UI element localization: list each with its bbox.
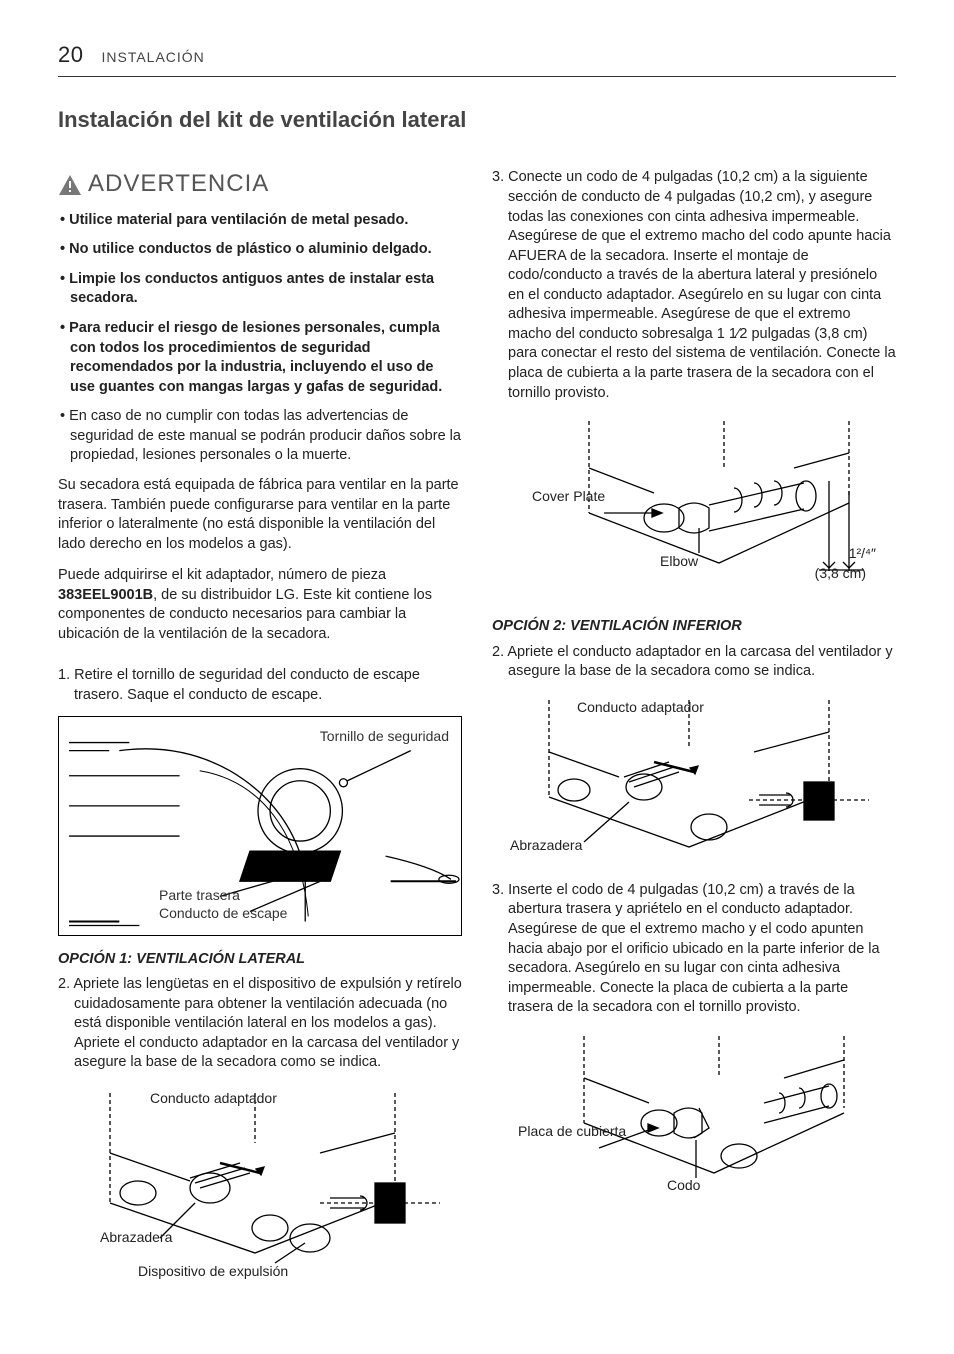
diagram-adapter-bottom: Conducto adaptador Abrazadera	[492, 692, 896, 867]
option2-step2: 2. Apriete el conducto adaptador en la c…	[492, 643, 896, 682]
kit-paragraph: Puede adquirirse el kit adaptador, númer…	[58, 566, 462, 644]
warning-bullet: • Limpie los conductos antiguos antes de…	[58, 270, 462, 309]
page-number: 20	[58, 40, 83, 70]
page-title: Instalación del kit de ventilación later…	[58, 105, 896, 135]
section-label: INSTALACIÓN	[101, 48, 204, 67]
kit-part-number: 383EEL9001B	[58, 587, 153, 603]
warning-bullet: • Para reducir el riesgo de lesiones per…	[58, 319, 462, 397]
diagram-label-elbow: Codo	[667, 1176, 700, 1195]
kit-prefix: Puede adquirirse el kit adaptador, númer…	[58, 567, 386, 583]
option2-step3: 3. Inserte el codo de 4 pulgadas (10,2 c…	[492, 881, 896, 1018]
diagram-label-exhaust: Conducto de escape	[159, 904, 287, 923]
diagram-label-cover-plate: Cover Plate	[532, 488, 605, 505]
diagram-label-clamp: Abrazadera	[100, 1228, 172, 1247]
warning-bullet-plain: • En caso de no cumplir con todas las ad…	[58, 407, 462, 466]
diagram-elbow-side: Cover Plate Elbow 1²/⁴″ (3,8 cm)	[492, 413, 896, 603]
option1-heading: OPCIÓN 1: VENTILACIÓN LATERAL	[58, 950, 462, 970]
warning-bullet: • Utilice material para ventilación de m…	[58, 211, 462, 231]
warning-heading-text: ADVERTENCIA	[88, 168, 269, 200]
diagram-label-adapter: Conducto adaptador	[577, 698, 704, 717]
warning-heading: ADVERTENCIA	[58, 168, 462, 200]
two-column-layout: ADVERTENCIA • Utilice material para vent…	[58, 168, 896, 1297]
diagram-label-rear: Parte trasera	[159, 886, 240, 905]
diagram-label-measure-cm: (3,8 cm)	[815, 564, 866, 583]
page-header: 20 INSTALACIÓN	[58, 40, 896, 77]
diagram-label-knockout: Dispositivo de expulsión	[138, 1262, 288, 1281]
right-column: 3. Conecte un codo de 4 pulgadas (10,2 c…	[492, 168, 896, 1297]
diagram-svg	[59, 717, 461, 935]
left-column: ADVERTENCIA • Utilice material para vent…	[58, 168, 462, 1297]
diagram-svg	[58, 1083, 462, 1283]
diagram-label-clamp: Abrazadera	[510, 836, 582, 855]
diagram-label-adapter: Conducto adaptador	[150, 1089, 277, 1108]
warning-bullet: • No utilice conductos de plástico o alu…	[58, 240, 462, 260]
diagram-label-measure: 1²/⁴″	[849, 544, 876, 563]
warning-triangle-icon	[58, 174, 82, 196]
step-3: 3. Conecte un codo de 4 pulgadas (10,2 c…	[492, 168, 896, 403]
diagram-rear-exhaust: Tornillo de seguridad Parte trasera Cond…	[58, 716, 462, 936]
intro-paragraph: Su secadora está equipada de fábrica par…	[58, 476, 462, 554]
diagram-adapter-side: Conducto adaptador Abrazadera Dispositiv…	[58, 1083, 462, 1283]
diagram-label-cover-plate: Placa de cubierta	[518, 1123, 626, 1140]
step-1: 1. Retire el tornillo de seguridad del c…	[58, 666, 462, 705]
option1-step2: 2. Apriete las lengüetas en el dispositi…	[58, 975, 462, 1073]
diagram-label-screw: Tornillo de seguridad	[320, 727, 449, 746]
diagram-bottom-elbow: Placa de cubierta Codo	[492, 1028, 896, 1203]
diagram-label-elbow: Elbow	[660, 552, 698, 571]
option2-heading: OPCIÓN 2: VENTILACIÓN INFERIOR	[492, 617, 896, 637]
